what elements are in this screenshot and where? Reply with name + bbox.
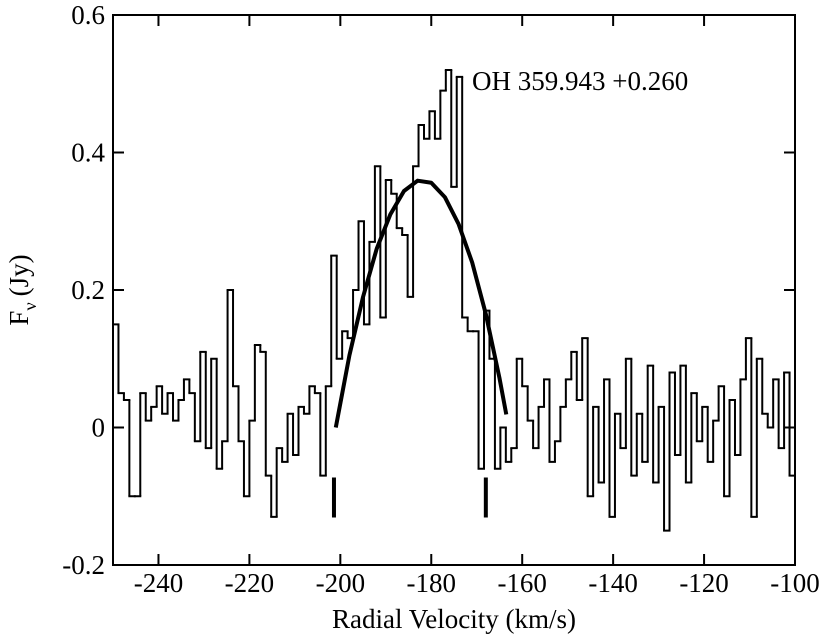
y-label-unit: (Jy) [4, 254, 34, 296]
y-tick-label: 0.2 [71, 275, 105, 305]
y-tick-label: 0.6 [71, 0, 105, 30]
y-axis-label: Fν (Jy) [4, 254, 40, 325]
x-tick-label: -220 [225, 568, 275, 598]
y-label-subscript: ν [20, 302, 40, 310]
y-tick-label: 0 [92, 413, 106, 443]
x-tick-label: -160 [497, 568, 547, 598]
x-tick-label: -140 [588, 568, 638, 598]
x-tick-label: -120 [679, 568, 729, 598]
annotation: OH 359.943 +0.260 [472, 66, 688, 96]
x-tick-label: -180 [407, 568, 457, 598]
plot-frame [112, 14, 796, 566]
y-label-symbol: F [4, 311, 34, 326]
y-tick-label: -0.2 [62, 550, 105, 580]
x-tick-label: -200 [316, 568, 366, 598]
x-tick-label: -100 [770, 568, 820, 598]
fit-curve [333, 178, 509, 428]
x-tick-label: -240 [134, 568, 184, 598]
x-axis-label: Radial Velocity (km/s) [332, 604, 576, 634]
y-tick-label: 0.4 [71, 138, 105, 168]
